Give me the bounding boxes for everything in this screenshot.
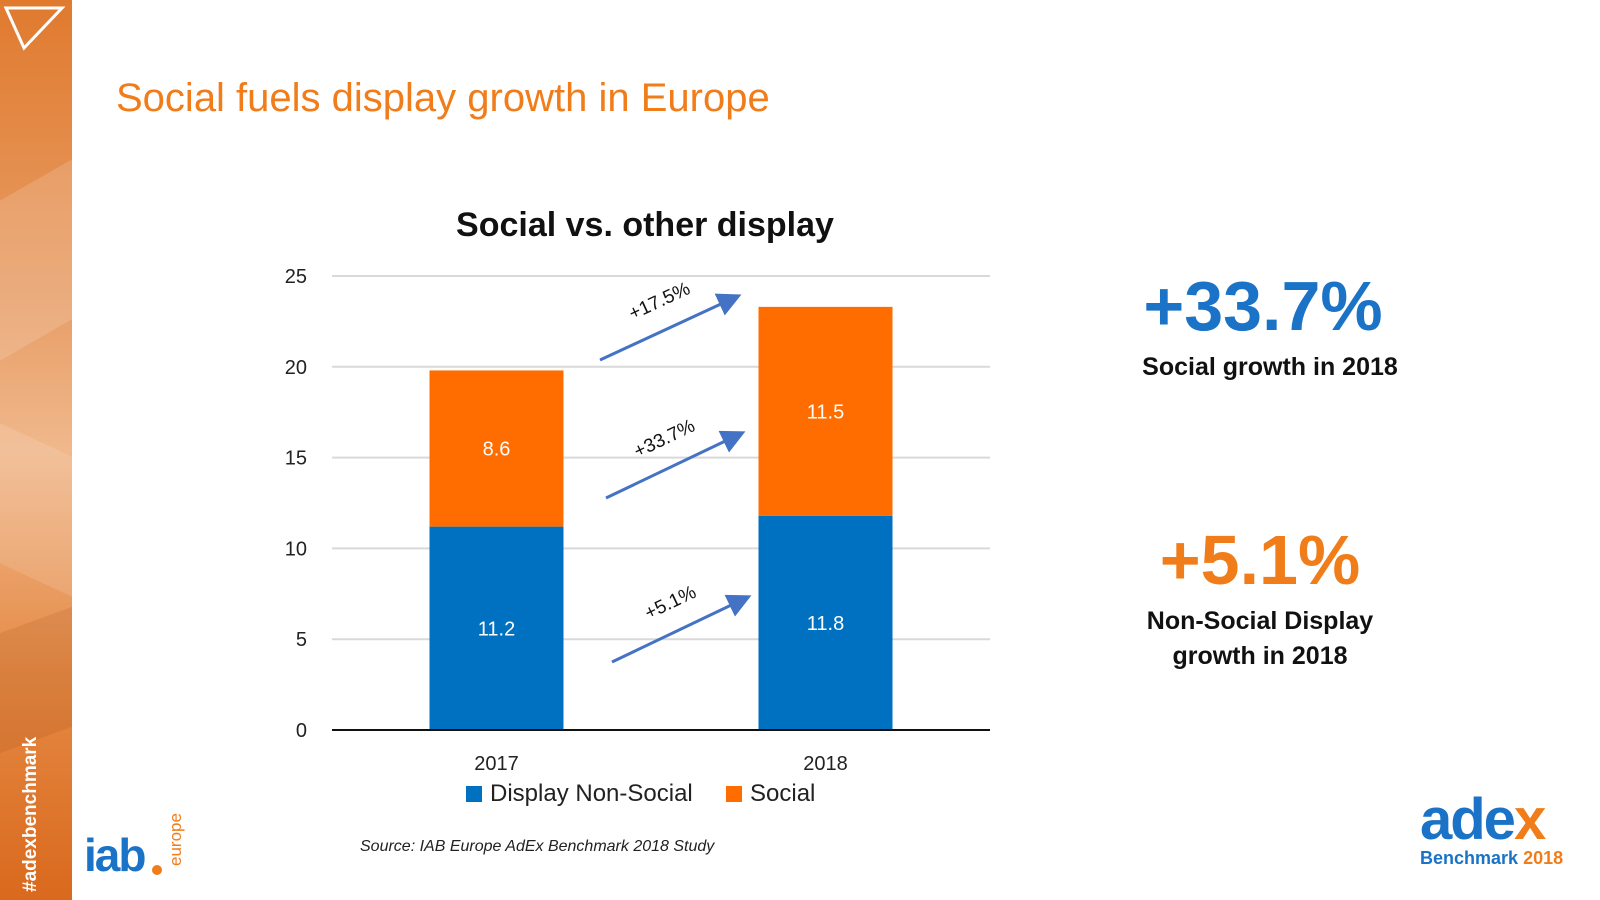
iab-logo-dot — [152, 865, 162, 875]
x-tick-label: 2018 — [803, 753, 848, 775]
y-tick-label: 25 — [285, 266, 307, 288]
iab-europe-logo: iab europe — [84, 808, 185, 881]
bar-display-non-social-2017 — [429, 526, 564, 730]
kpi-nonsocial-growth-label: Non-Social Display growth in 2018 — [1090, 604, 1430, 674]
y-tick-label: 5 — [296, 629, 307, 651]
adex-logo-word-main: ade — [1420, 787, 1516, 852]
adex-logo-word: adex — [1420, 787, 1546, 852]
y-tick-label: 20 — [285, 357, 307, 379]
growth-annotations: +17.5% +33.7% +5.1% — [599, 278, 752, 664]
growth-annotation-label: +17.5% — [626, 278, 694, 324]
data-label: 11.5 — [807, 401, 844, 423]
chart-title: Social vs. other display — [456, 206, 834, 244]
page-title: Social fuels display growth in Europe — [116, 76, 770, 120]
kpi-nonsocial-label-line1: Non-Social Display — [1146, 607, 1374, 635]
y-axis-tick-labels: 0 5 10 15 20 25 — [285, 266, 307, 742]
iab-logo-subtext: europe — [166, 813, 185, 866]
adex-logo-benchmark-text: Benchmark — [1420, 848, 1519, 868]
kpi-nonsocial-label-line2: growth in 2018 — [1172, 642, 1348, 670]
data-label: 11.8 — [807, 613, 844, 635]
sidebar: #adexbenchmark — [0, 0, 72, 900]
bar-social-2017 — [429, 370, 564, 527]
y-tick-label: 0 — [296, 720, 307, 742]
legend-item-social: Social — [726, 780, 815, 808]
bar-social-2018 — [758, 306, 893, 516]
kpi-social-growth-label: Social growth in 2018 — [1142, 353, 1398, 381]
corner-triangle-icon — [3, 6, 66, 51]
kpi-social-growth-value: +33.7% — [1143, 267, 1383, 345]
growth-arrow — [599, 293, 742, 362]
kpi-nonsocial-growth-value: +5.1% — [1159, 521, 1361, 599]
bar-display-non-social-2018 — [758, 515, 893, 730]
legend-label-display-non-social: Display Non-Social — [490, 780, 693, 807]
y-tick-label: 10 — [285, 538, 307, 560]
legend-label-social: Social — [750, 780, 816, 807]
chart-data-labels: 11.2 8.6 11.8 11.5 — [478, 401, 844, 640]
growth-arrow — [611, 594, 752, 664]
growth-annotation-label: +33.7% — [631, 416, 699, 463]
adex-logo-word-accent: x — [1513, 787, 1546, 852]
legend-swatch-display-non-social — [466, 786, 482, 802]
iab-logo-text: iab — [84, 829, 146, 881]
growth-arrow — [605, 430, 746, 500]
growth-annotation-label: +5.1% — [642, 582, 700, 624]
y-tick-label: 15 — [285, 448, 307, 470]
legend-swatch-social — [726, 786, 742, 802]
data-label: 8.6 — [483, 439, 511, 461]
x-axis-tick-labels: 2017 2018 — [474, 753, 848, 775]
legend-item-display-non-social: Display Non-Social — [466, 780, 693, 808]
x-tick-label: 2017 — [474, 753, 519, 775]
chart-bars — [429, 306, 893, 730]
adex-logo-benchmark: Benchmark 2018 — [1420, 848, 1563, 869]
adex-logo-year: 2018 — [1523, 848, 1564, 868]
adex-benchmark-logo: adex Benchmark 2018 — [1420, 790, 1590, 880]
data-label: 11.2 — [478, 618, 515, 640]
source-note: Source: IAB Europe AdEx Benchmark 2018 S… — [360, 838, 715, 855]
